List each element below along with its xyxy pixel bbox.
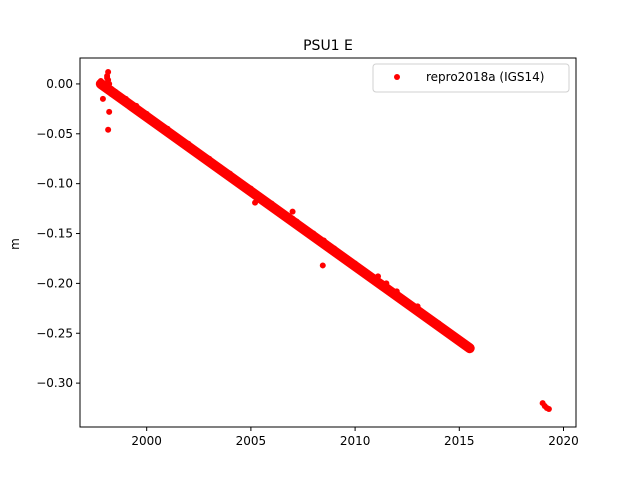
data-point: [352, 260, 359, 267]
data-point: [310, 230, 317, 237]
data-point: [106, 108, 113, 115]
chart-title: PSU1 E: [303, 38, 353, 54]
data-point: [108, 85, 115, 92]
y-tick-label: −0.25: [36, 326, 73, 340]
data-point: [268, 200, 275, 207]
data-point: [143, 110, 150, 117]
data-point: [185, 140, 192, 147]
y-tick-label: −0.30: [36, 376, 73, 390]
data-point: [375, 273, 382, 280]
axes-frame: [79, 57, 577, 428]
data-point: [435, 320, 442, 327]
data-point: [106, 80, 113, 87]
data-point: [393, 288, 400, 295]
data-point: [289, 215, 296, 222]
data-point: [414, 303, 421, 310]
y-tick-label: −0.20: [36, 276, 73, 290]
data-point: [122, 95, 129, 102]
data-point: [227, 170, 234, 177]
data-point: [133, 102, 140, 109]
legend-marker: [394, 74, 400, 80]
data-point: [206, 155, 213, 162]
data-point: [466, 345, 473, 352]
data-point: [164, 125, 171, 132]
x-tick-label: 2015: [444, 434, 475, 448]
y-tick-label: −0.05: [36, 127, 73, 141]
data-points: [97, 68, 552, 413]
y-tick-label: 0.00: [46, 77, 73, 91]
data-band-line: [95, 78, 475, 354]
data-point: [383, 280, 390, 287]
data-point: [252, 190, 259, 197]
x-tick-label: 2020: [548, 434, 579, 448]
y-tick-label: −0.10: [36, 177, 73, 191]
x-tick-label: 2000: [131, 434, 162, 448]
y-axis-label: m: [8, 238, 22, 250]
data-point: [104, 72, 111, 79]
data-point: [456, 337, 463, 344]
x-tick-label: 2010: [340, 434, 371, 448]
plot-area: [79, 57, 577, 428]
data-point: [212, 162, 219, 169]
data-point: [545, 406, 552, 413]
data-point: [252, 199, 259, 206]
data-point: [108, 90, 115, 97]
data-band: [95, 78, 475, 354]
legend-box: [372, 63, 570, 93]
data-point: [293, 218, 300, 225]
data-point: [99, 95, 106, 102]
data-point: [289, 208, 296, 215]
data-point: [319, 262, 326, 269]
x-tick-label: 2005: [236, 434, 267, 448]
x-axis-ticks: 2000 2005 2010 2015 2020: [131, 427, 579, 448]
legend: repro2018a (IGS14): [372, 63, 570, 93]
data-point: [103, 85, 110, 92]
data-point: [320, 237, 327, 244]
legend-label: repro2018a (IGS14): [426, 70, 544, 84]
y-tick-label: −0.15: [36, 227, 73, 241]
data-point: [247, 185, 254, 192]
data-point: [105, 126, 112, 133]
y-axis-ticks: 0.00 −0.05 −0.10 −0.15 −0.20 −0.25 −0.30: [36, 77, 80, 390]
data-point: [331, 245, 338, 252]
